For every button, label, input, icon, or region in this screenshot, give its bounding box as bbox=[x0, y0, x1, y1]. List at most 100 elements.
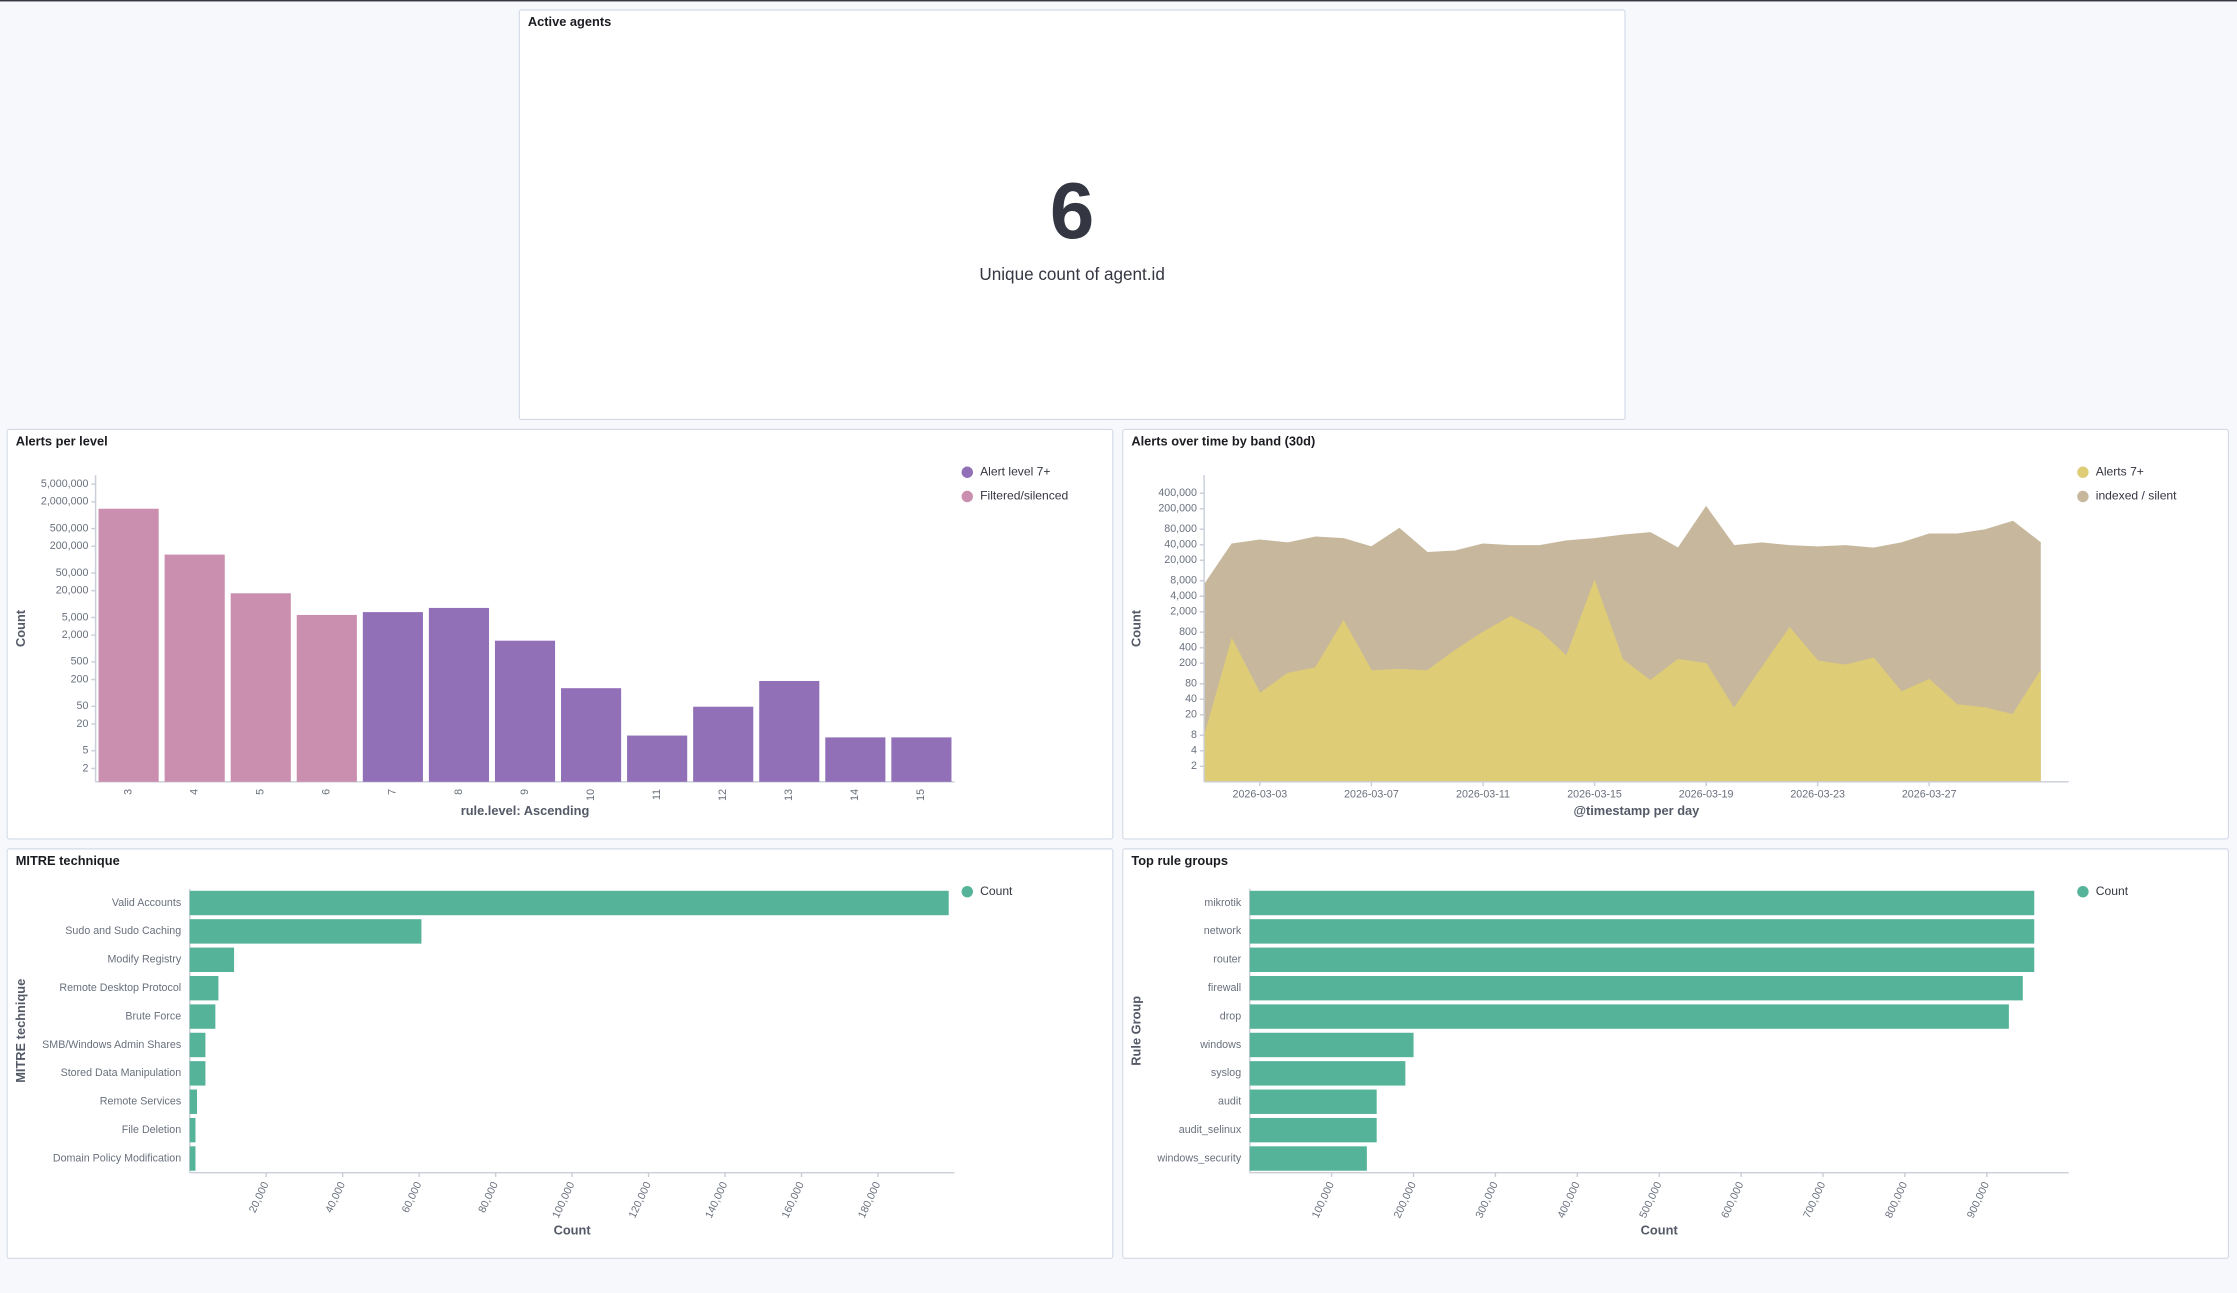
panel-title: Active agents bbox=[528, 14, 611, 29]
x-tick-label: 5 bbox=[255, 789, 267, 795]
y-tick-label: 50 bbox=[77, 700, 89, 712]
x-tick-label: 6 bbox=[321, 789, 333, 795]
x-tick-label: 9 bbox=[519, 789, 531, 795]
legend-label: Filtered/silenced bbox=[980, 489, 1068, 503]
bar bbox=[296, 614, 357, 782]
bar bbox=[189, 947, 235, 973]
y-tick-label: 500 bbox=[71, 656, 89, 668]
bar bbox=[189, 1146, 196, 1171]
metric-label: Unique count of agent.id bbox=[979, 265, 1165, 284]
y-tick-label: 5,000,000 bbox=[41, 478, 89, 490]
y-tick-label: router bbox=[1213, 954, 1241, 966]
legend-swatch bbox=[2077, 490, 2089, 503]
legend-swatch bbox=[2077, 466, 2089, 478]
x-tick-label: 2026-03-23 bbox=[1790, 788, 1845, 800]
y-tick-label: 80 bbox=[1185, 678, 1197, 690]
y-tick-label: 50,000 bbox=[56, 567, 89, 579]
y-tick-label: 2 bbox=[82, 762, 88, 774]
x-tick-label: 2026-03-27 bbox=[1902, 788, 1957, 800]
bar bbox=[189, 1004, 216, 1029]
y-tick-label: 80,000 bbox=[1164, 523, 1197, 535]
y-tick-label: 8,000 bbox=[1170, 575, 1197, 587]
bar bbox=[428, 607, 490, 782]
bar bbox=[1249, 947, 2035, 973]
bar bbox=[1249, 1004, 2009, 1029]
y-tick-label: 20 bbox=[77, 718, 89, 730]
y-tick-label: Remote Desktop Protocol bbox=[59, 982, 181, 994]
y-tick-label: network bbox=[1204, 925, 1242, 937]
bar bbox=[1249, 1089, 1377, 1114]
y-tick-label: 5 bbox=[82, 745, 88, 757]
y-tick-label: 20 bbox=[1185, 709, 1197, 721]
bar bbox=[189, 1117, 196, 1143]
y-tick-label: 2,000 bbox=[62, 629, 89, 641]
area-line bbox=[1203, 505, 2042, 586]
bar bbox=[494, 640, 556, 782]
x-tick-label: 2026-03-15 bbox=[1567, 788, 1622, 800]
bar bbox=[561, 688, 622, 782]
panel-title: Alerts over time by band (30d) bbox=[1131, 434, 1315, 449]
y-tick-label: 800 bbox=[1179, 626, 1197, 638]
bar bbox=[189, 1032, 206, 1058]
y-tick-label: Stored Data Manipulation bbox=[61, 1067, 182, 1079]
y-axis-title: Count bbox=[13, 609, 28, 647]
y-tick-label: firewall bbox=[1208, 982, 1241, 994]
legend-label: indexed / silent bbox=[2096, 489, 2177, 503]
bar bbox=[693, 706, 754, 782]
y-tick-label: audit_selinux bbox=[1179, 1124, 1242, 1136]
panel-title: MITRE technique bbox=[16, 853, 120, 868]
panel-title: Alerts per level bbox=[16, 434, 108, 449]
y-axis-title: MITRE technique bbox=[13, 979, 28, 1083]
y-tick-label: 200,000 bbox=[50, 540, 89, 552]
x-axis-title: Count bbox=[1641, 1223, 1679, 1238]
x-tick-label: 2026-03-07 bbox=[1344, 788, 1399, 800]
bar bbox=[189, 1089, 198, 1114]
x-tick-label: 2026-03-03 bbox=[1233, 788, 1288, 800]
legend-swatch bbox=[961, 885, 973, 898]
x-tick-label: 15 bbox=[915, 789, 927, 801]
bar bbox=[1249, 890, 2035, 916]
x-tick-label: 2026-03-11 bbox=[1456, 788, 1510, 800]
y-tick-label: Modify Registry bbox=[108, 954, 182, 966]
x-tick-label: 10 bbox=[585, 789, 597, 801]
bar bbox=[1249, 1061, 1406, 1086]
x-tick-label: 4 bbox=[189, 789, 201, 795]
x-tick-label: 8 bbox=[453, 789, 465, 795]
panel-title: Top rule groups bbox=[1131, 853, 1228, 868]
x-tick-label: 7 bbox=[387, 789, 399, 795]
x-axis-title: @timestamp per day bbox=[1573, 803, 1700, 818]
y-axis-title: Rule Group bbox=[1128, 996, 1143, 1066]
bar bbox=[627, 735, 688, 782]
y-tick-label: 400 bbox=[1179, 642, 1197, 654]
bar bbox=[1249, 919, 2035, 944]
bar bbox=[1249, 975, 2023, 1001]
legend-swatch bbox=[961, 490, 973, 503]
legend-label: Count bbox=[980, 884, 1013, 898]
legend-label: Alerts 7+ bbox=[2096, 464, 2144, 478]
y-tick-label: syslog bbox=[1211, 1067, 1241, 1079]
y-tick-label: 2,000 bbox=[1170, 606, 1197, 618]
y-tick-label: windows bbox=[1199, 1039, 1241, 1051]
y-tick-label: windows_security bbox=[1156, 1152, 1241, 1164]
bar bbox=[189, 1061, 206, 1086]
y-tick-label: 20,000 bbox=[1164, 554, 1197, 566]
y-tick-label: SMB/Windows Admin Shares bbox=[42, 1039, 181, 1051]
bar bbox=[98, 508, 159, 782]
y-tick-label: 8 bbox=[1191, 729, 1197, 741]
y-axis-title: Count bbox=[1128, 609, 1143, 647]
y-tick-label: 400,000 bbox=[1158, 487, 1197, 499]
y-tick-label: 5,000 bbox=[62, 611, 89, 623]
bar bbox=[891, 737, 952, 782]
y-tick-label: drop bbox=[1220, 1010, 1241, 1022]
x-tick-label: 14 bbox=[849, 789, 861, 801]
y-tick-label: 200 bbox=[71, 673, 89, 685]
top-border bbox=[0, 0, 2237, 2]
y-tick-label: 4 bbox=[1191, 745, 1197, 757]
x-tick-label: 12 bbox=[717, 789, 729, 801]
bar bbox=[230, 593, 291, 782]
y-tick-label: Brute Force bbox=[125, 1010, 181, 1022]
bar bbox=[1249, 1117, 1377, 1143]
y-tick-label: 4,000 bbox=[1170, 590, 1197, 602]
